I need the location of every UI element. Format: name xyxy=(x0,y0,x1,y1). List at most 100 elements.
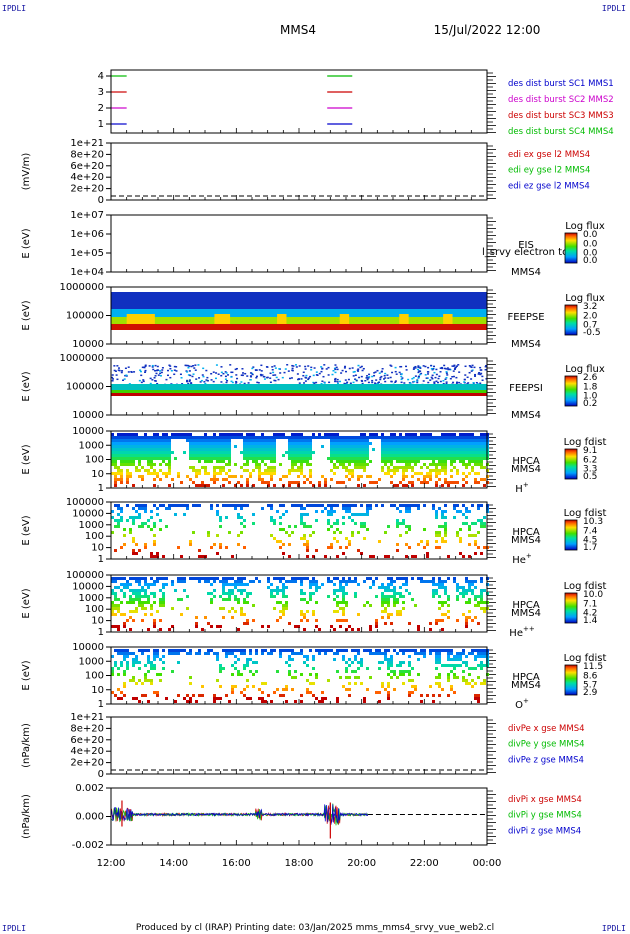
spectro-pixel xyxy=(225,457,228,460)
spectro-pixel xyxy=(462,463,465,466)
spectro-pixel xyxy=(463,381,466,384)
spectro-pixel xyxy=(144,504,147,507)
colorbar-label: 1.7 xyxy=(583,543,597,553)
spectro-pixel xyxy=(171,625,174,628)
spectro-pixel xyxy=(237,589,240,592)
spectro-pixel xyxy=(471,619,474,622)
spectro-pixel xyxy=(405,555,408,558)
spectro-pixel xyxy=(213,448,216,451)
spectro-pixel xyxy=(303,448,306,451)
spectro-pixel xyxy=(441,601,444,604)
spectro-pixel xyxy=(429,469,432,472)
spectro-pixel xyxy=(414,365,417,368)
spectro-pixel xyxy=(237,481,240,484)
spectro-pixel xyxy=(354,463,357,466)
species-label: He++ xyxy=(509,625,535,639)
spectro-pixel xyxy=(123,682,126,685)
spectro-pixel xyxy=(444,466,447,469)
spectro-pixel xyxy=(192,504,195,507)
spectro-pixel xyxy=(129,610,132,613)
spectro-pixel xyxy=(330,546,333,549)
spectro-pixel xyxy=(141,448,144,451)
spectro-pixel xyxy=(252,451,255,454)
spectro-pixel xyxy=(231,475,234,478)
spectro-pixel xyxy=(405,475,408,478)
spectro-pixel xyxy=(192,373,195,375)
spectro-pixel xyxy=(297,484,300,487)
spectro-pixel xyxy=(264,451,267,454)
spectro-pixel xyxy=(432,592,435,595)
spectro-pixel xyxy=(230,380,233,383)
spectro-pixel xyxy=(219,472,222,475)
species-label: He+ xyxy=(512,552,532,566)
spectro-pixel xyxy=(477,694,480,697)
spectro-pixel xyxy=(453,439,456,442)
spectro-pixel xyxy=(468,451,471,454)
spectro-pixel xyxy=(150,516,153,519)
spectro-pixel xyxy=(126,661,129,664)
spectro-pixel xyxy=(240,583,243,586)
spectro-pixel xyxy=(216,460,219,463)
spectro-pixel xyxy=(195,577,198,580)
spectro-pixel xyxy=(255,661,258,664)
spectro-pixel xyxy=(321,436,324,439)
spectro-pixel xyxy=(441,460,444,463)
spectro-pixel xyxy=(147,601,150,604)
spectro-pixel xyxy=(441,454,444,457)
spectro-pixel xyxy=(252,433,255,436)
spectro-pixel xyxy=(114,445,117,448)
spectro-pixel xyxy=(306,543,309,546)
spectro-pixel xyxy=(282,454,285,457)
spectro-pixel xyxy=(249,439,252,442)
spectro-pixel xyxy=(243,457,246,460)
spectro-pixel xyxy=(168,628,171,631)
spectro-pixel xyxy=(471,580,474,583)
spectro-pixel xyxy=(378,540,381,543)
spectro-pixel xyxy=(366,667,369,670)
spectro-pixel xyxy=(450,445,453,448)
spectro-pixel xyxy=(117,439,120,442)
spectro-pixel xyxy=(234,661,237,664)
instrument-sc-label: MMS4 xyxy=(511,464,541,475)
spectro-pixel xyxy=(426,454,429,457)
spectro-pixel xyxy=(342,649,345,652)
spectro-pixel xyxy=(471,433,474,436)
spectro-pixel xyxy=(441,580,444,583)
spectro-pixel xyxy=(126,433,129,436)
spectro-pixel xyxy=(444,516,447,519)
spectro-pixel xyxy=(147,469,150,472)
spectro-pixel xyxy=(471,454,474,457)
spectro-pixel xyxy=(390,655,393,658)
spectro-pixel xyxy=(240,613,243,616)
spectro-pixel xyxy=(381,661,384,664)
spectro-pixel xyxy=(405,445,408,448)
spectro-pixel xyxy=(336,577,339,580)
spectro-pixel xyxy=(297,469,300,472)
spectro-pixel xyxy=(294,580,297,583)
spectro-pixel xyxy=(465,655,468,658)
spectro-pixel xyxy=(396,601,399,604)
spectro-pixel xyxy=(423,655,426,658)
spectro-pixel xyxy=(378,667,381,670)
spectro-pixel xyxy=(139,370,142,373)
spectro-pixel xyxy=(297,442,300,445)
spectro-pixel xyxy=(402,466,405,469)
spectro-pixel xyxy=(483,436,486,439)
spectro-pixel xyxy=(474,534,477,537)
spectro-pixel xyxy=(306,445,309,448)
spectro-pixel xyxy=(207,454,210,457)
spectro-pixel xyxy=(135,682,138,685)
spectro-pixel xyxy=(306,664,309,667)
spectro-pixel xyxy=(144,364,147,367)
spectro-pixel xyxy=(387,649,390,652)
spectro-pixel xyxy=(138,448,141,451)
spectro-pixel xyxy=(129,448,132,451)
spectro-pixel xyxy=(300,513,303,516)
spectro-pixel xyxy=(348,469,351,472)
spectro-pixel xyxy=(426,472,429,475)
spectro-pixel xyxy=(114,604,117,607)
spectro-pixel xyxy=(276,577,279,580)
spectro-pixel xyxy=(303,460,306,463)
spectro-pixel xyxy=(479,366,482,369)
spectro-pixel xyxy=(123,685,126,688)
